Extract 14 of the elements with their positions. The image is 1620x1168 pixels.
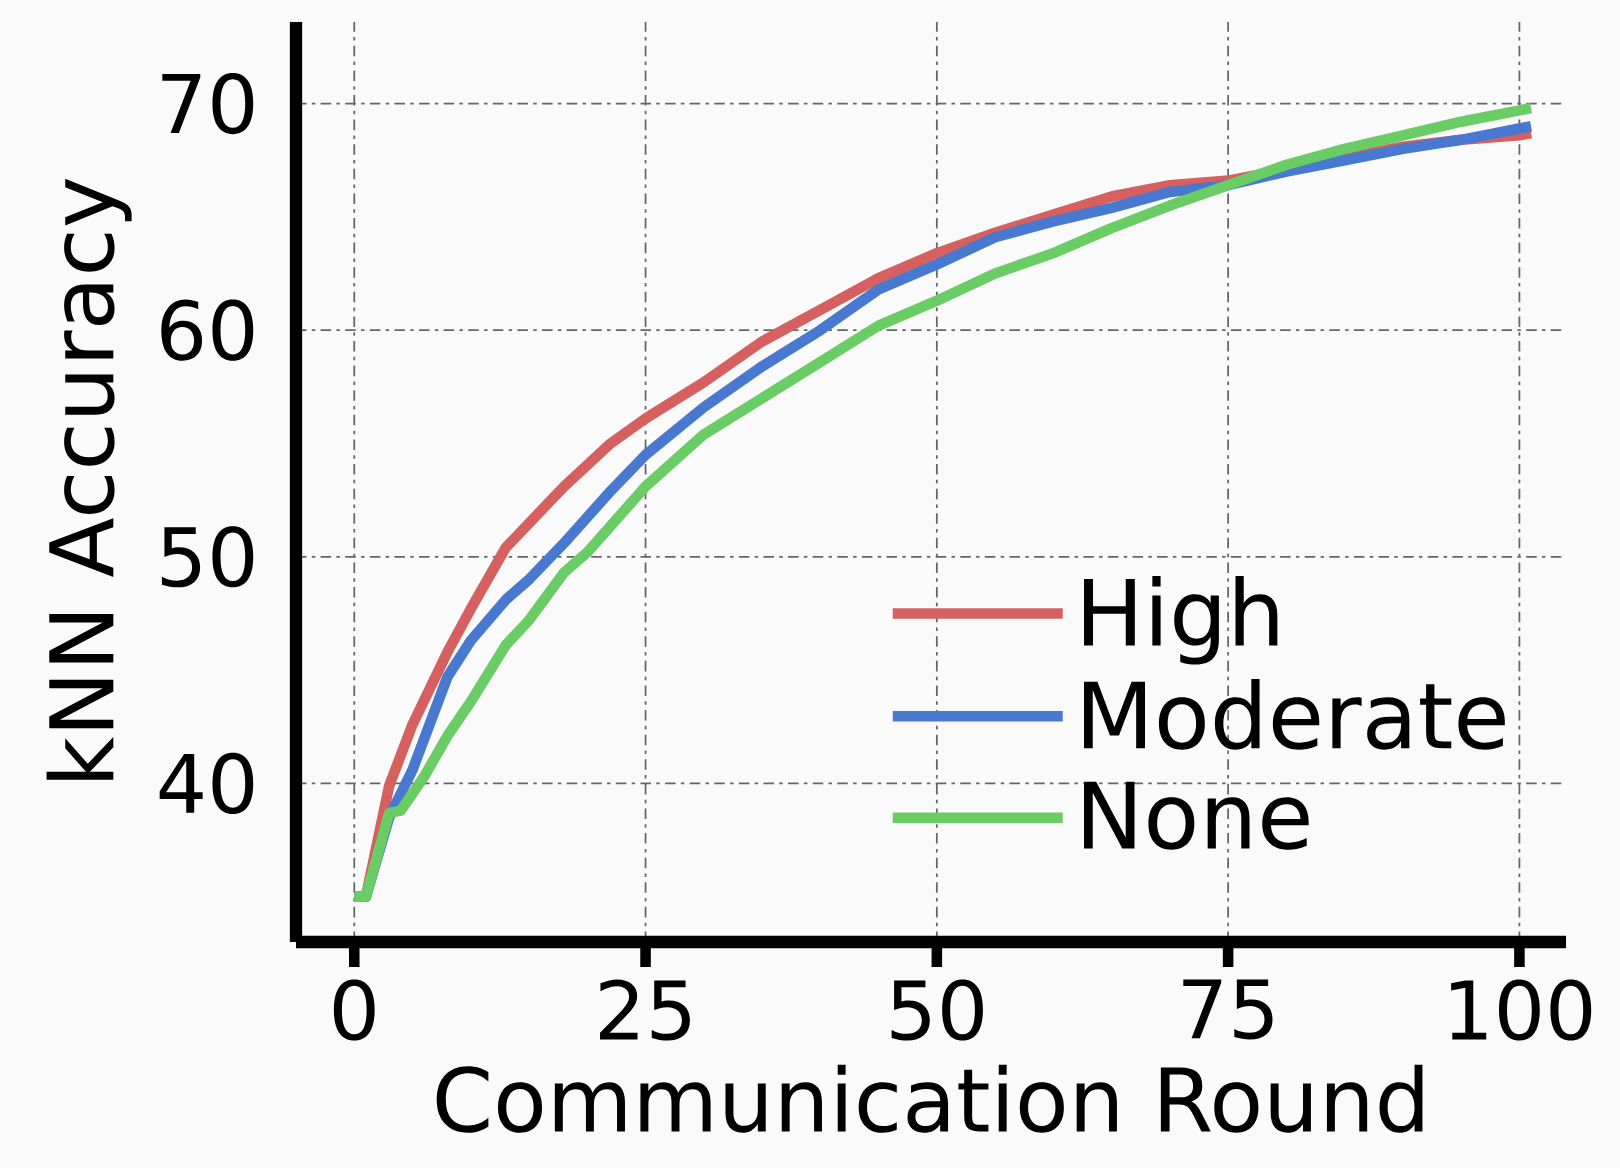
legend-label: High — [1084, 576, 1278, 665]
x-tick-label: 75 — [1183, 979, 1273, 1040]
x-axis-title: Communication Round — [436, 1064, 1423, 1133]
x-tick-label: 50 — [891, 979, 983, 1041]
y-tick-label: 70 — [162, 72, 254, 135]
legend-label: Moderate — [1084, 678, 1505, 750]
y-tick-label: 40 — [159, 752, 254, 814]
x-tick-label: 0 — [333, 979, 375, 1041]
y-tick-label: 50 — [161, 526, 254, 588]
y-tick-label: 60 — [161, 299, 254, 361]
y-axis-title: kNN Accuracy — [46, 178, 132, 780]
x-tick-label: 25 — [600, 979, 690, 1041]
legend-label: None — [1084, 781, 1309, 850]
x-tick-label: 100 — [1451, 979, 1592, 1041]
